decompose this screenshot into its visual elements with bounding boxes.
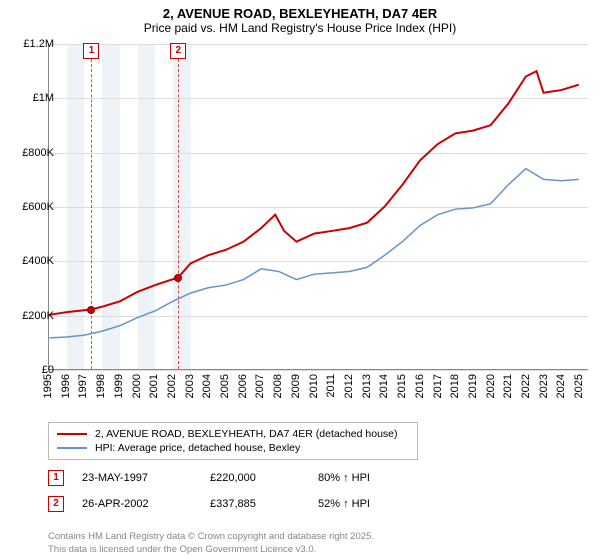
- x-tick-label: 2019: [467, 374, 479, 398]
- x-tick-label: 2004: [201, 374, 213, 398]
- transaction-price: £337,885: [210, 498, 300, 510]
- footnote-line2: This data is licensed under the Open Gov…: [48, 544, 374, 556]
- x-tick-label: 2016: [414, 374, 426, 398]
- x-tick-label: 1996: [60, 374, 72, 398]
- transaction-price: £220,000: [210, 472, 300, 484]
- x-tick-label: 2014: [378, 374, 390, 398]
- y-tick-label: £400K: [22, 255, 54, 267]
- legend: 2, AVENUE ROAD, BEXLEYHEATH, DA7 4ER (de…: [48, 422, 418, 460]
- x-tick-label: 2017: [432, 374, 444, 398]
- footnote: Contains HM Land Registry data © Crown c…: [48, 531, 374, 556]
- y-tick-label: £800K: [22, 147, 54, 159]
- x-tick-label: 2008: [272, 374, 284, 398]
- x-tick-label: 2011: [325, 374, 337, 398]
- y-tick-label: £1.2M: [23, 38, 54, 50]
- transaction-date: 26-APR-2002: [82, 498, 192, 510]
- marker-box: 2: [170, 43, 186, 59]
- marker-dot: [174, 274, 182, 282]
- x-tick-label: 2006: [237, 374, 249, 398]
- x-tick-label: 2003: [184, 374, 196, 398]
- x-tick-label: 2015: [396, 374, 408, 398]
- y-tick-label: £600K: [22, 201, 54, 213]
- x-tick-label: 2012: [343, 374, 355, 398]
- title-address: 2, AVENUE ROAD, BEXLEYHEATH, DA7 4ER: [0, 6, 600, 21]
- legend-swatch: [57, 447, 87, 449]
- x-tick-label: 1995: [42, 374, 54, 398]
- footnote-line1: Contains HM Land Registry data © Crown c…: [48, 531, 374, 543]
- legend-label: HPI: Average price, detached house, Bexl…: [95, 442, 300, 454]
- x-tick-label: 2021: [502, 374, 514, 398]
- x-tick-label: 2002: [166, 374, 178, 398]
- x-tick-label: 2009: [290, 374, 302, 398]
- x-tick-label: 2023: [538, 374, 550, 398]
- x-tick-label: 2025: [573, 374, 585, 398]
- series-line-price_paid: [49, 71, 578, 315]
- title-block: 2, AVENUE ROAD, BEXLEYHEATH, DA7 4ER Pri…: [0, 0, 600, 37]
- marker-box: 1: [83, 43, 99, 59]
- x-tick-label: 2005: [219, 374, 231, 398]
- x-tick-label: 2024: [555, 374, 567, 398]
- marker-dot: [87, 306, 95, 314]
- marker-badge: 1: [48, 470, 64, 486]
- x-tick-label: 2013: [361, 374, 373, 398]
- legend-row: 2, AVENUE ROAD, BEXLEYHEATH, DA7 4ER (de…: [57, 427, 409, 441]
- transaction-date: 23-MAY-1997: [82, 472, 192, 484]
- chart-container: 2, AVENUE ROAD, BEXLEYHEATH, DA7 4ER Pri…: [0, 0, 600, 560]
- transaction-pct: 52% ↑ HPI: [318, 498, 370, 510]
- x-tick-label: 2022: [520, 374, 532, 398]
- marker-badge: 2: [48, 496, 64, 512]
- x-tick-label: 2000: [131, 374, 143, 398]
- x-tick-label: 2018: [449, 374, 461, 398]
- legend-label: 2, AVENUE ROAD, BEXLEYHEATH, DA7 4ER (de…: [95, 428, 398, 440]
- chart-lines-svg: [49, 44, 588, 369]
- y-tick-label: £200K: [22, 310, 54, 322]
- gridline: [49, 370, 588, 371]
- x-tick-label: 2020: [485, 374, 497, 398]
- chart-plot-area: 12: [48, 44, 588, 370]
- x-tick-label: 2007: [254, 374, 266, 398]
- transaction-row: 1 23-MAY-1997 £220,000 80% ↑ HPI: [48, 470, 370, 486]
- transaction-pct: 80% ↑ HPI: [318, 472, 370, 484]
- series-line-hpi: [49, 169, 578, 338]
- legend-swatch: [57, 433, 87, 435]
- x-tick-label: 1997: [77, 374, 89, 398]
- title-subtitle: Price paid vs. HM Land Registry's House …: [0, 21, 600, 35]
- x-tick-label: 2010: [308, 374, 320, 398]
- x-tick-label: 1998: [95, 374, 107, 398]
- transaction-row: 2 26-APR-2002 £337,885 52% ↑ HPI: [48, 496, 370, 512]
- legend-row: HPI: Average price, detached house, Bexl…: [57, 441, 409, 455]
- x-tick-label: 2001: [148, 374, 160, 398]
- x-tick-label: 1999: [113, 374, 125, 398]
- y-tick-label: £1M: [33, 92, 54, 104]
